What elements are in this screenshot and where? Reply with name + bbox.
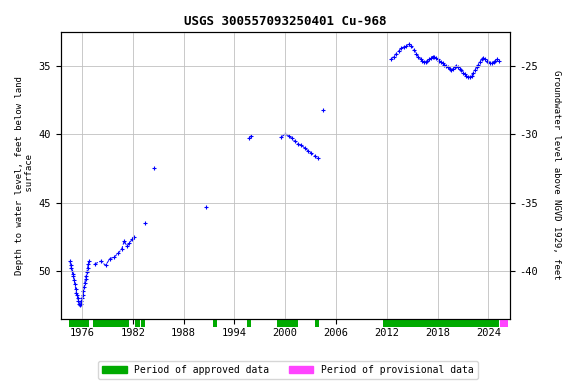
Y-axis label: Groundwater level above NGVD 1929, feet: Groundwater level above NGVD 1929, feet (552, 70, 561, 280)
Legend: Period of approved data, Period of provisional data: Period of approved data, Period of provi… (98, 361, 478, 379)
Y-axis label: Depth to water level, feet below land
 surface: Depth to water level, feet below land su… (15, 76, 35, 275)
Title: USGS 300557093250401 Cu-968: USGS 300557093250401 Cu-968 (184, 15, 386, 28)
